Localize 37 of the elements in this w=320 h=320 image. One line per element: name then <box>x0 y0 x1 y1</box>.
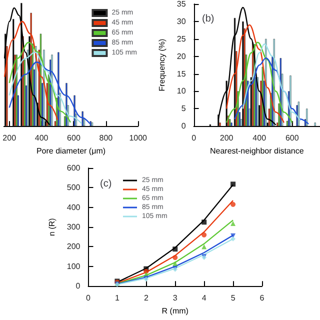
x-tick-label: 4 <box>202 294 207 303</box>
x-axis-title: R (mm) <box>162 306 189 316</box>
x-axis-title: Pore diameter (μm) <box>36 146 106 156</box>
y-tick-label: 15 <box>176 69 186 78</box>
x-tick-label: 400 <box>252 134 267 143</box>
y-tick-label: 0 <box>76 282 81 291</box>
x-tick-label: 3 <box>172 294 178 303</box>
x-tick-label: 6 <box>260 294 265 303</box>
x-tick-label: 1000 <box>129 134 148 143</box>
y-tick-label: 10 <box>176 86 186 96</box>
x-tick-label: 5 <box>230 294 236 303</box>
y-tick-label: 500 <box>66 183 81 192</box>
y-tick-label: 200 <box>66 242 81 252</box>
x-axis-title: Nearest-neighbor distance <box>210 146 304 156</box>
y-tick-label: 100 <box>66 262 81 271</box>
y-tick-label: 300 <box>66 222 81 232</box>
y-tick-label: 400 <box>66 202 81 212</box>
x-tick-label: 200 <box>220 134 234 143</box>
y-tick-label: 5 <box>181 104 186 114</box>
x-tick-label: 0 <box>86 294 92 303</box>
x-tick-label: 0 <box>192 134 197 143</box>
x-tick-label: 400 <box>34 134 49 143</box>
y-axis-title: Frequency (%) <box>158 38 166 92</box>
x-tick-label: 600 <box>285 134 300 143</box>
y-tick-label: 35 <box>176 0 186 8</box>
y-tick-label: 30 <box>176 16 186 26</box>
y-tick-label: 20 <box>176 52 186 61</box>
text: (c) <box>100 178 112 190</box>
x-tick-label: 2 <box>144 294 149 303</box>
text: (b) <box>202 14 214 24</box>
y-tick-label: 25 <box>176 34 186 44</box>
x-tick-label: 1 <box>114 294 120 303</box>
y-tick-label: 600 <box>66 164 81 172</box>
x-tick-label: 200 <box>2 134 17 143</box>
y-axis-title: n (R) <box>48 218 56 236</box>
y-tick-label: 0 <box>181 122 186 131</box>
x-tick-label: 800 <box>99 134 114 143</box>
